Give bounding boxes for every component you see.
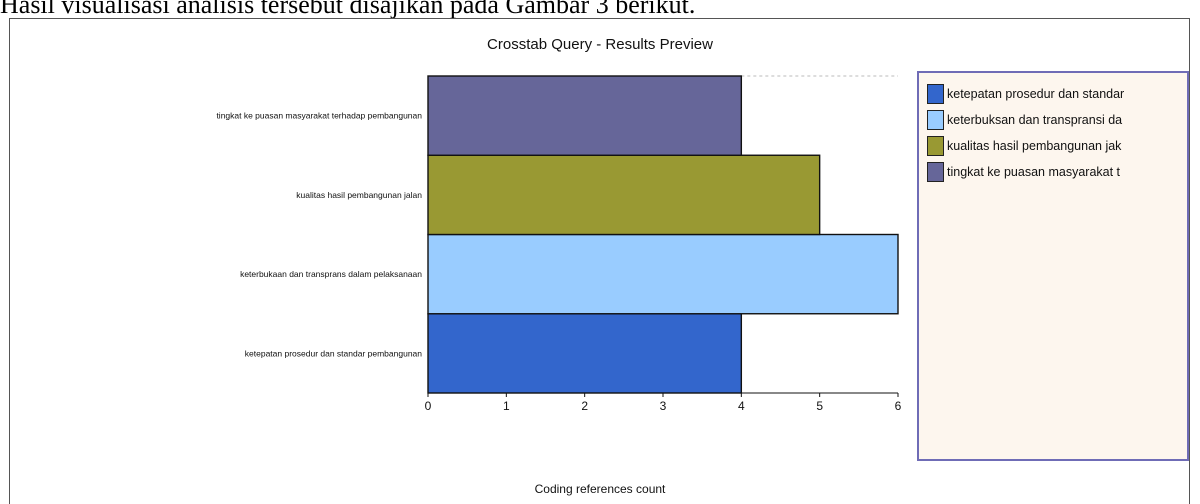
bar-2 — [427, 233, 899, 315]
legend-label-3: kualitas hasil pembangunan jak — [947, 139, 1122, 153]
legend-item-2: keterbuksan dan transpransi da — [927, 109, 1185, 131]
figure-caption: Hasil visualisasi analisis tersebut disa… — [0, 0, 696, 19]
x-tick-label-2: 2 — [581, 399, 588, 413]
y-tick-label-1: ketepatan prosedur dan standar pembangun… — [245, 348, 422, 358]
y-tick-label-4: tingkat ke puasan masyarakat terhadap pe… — [216, 111, 422, 121]
x-tick-label-0: 0 — [425, 399, 432, 413]
bar-3 — [427, 154, 821, 236]
legend-label-1: ketepatan prosedur dan standar — [947, 87, 1125, 101]
legend-item-4: tingkat ke puasan masyarakat t — [927, 161, 1185, 183]
legend-swatch-1 — [927, 84, 944, 104]
legend-item-1: ketepatan prosedur dan standar — [927, 83, 1185, 105]
x-tick-label-1: 1 — [503, 399, 510, 413]
y-tick-label-3: kualitas hasil pembangunan jalan — [296, 190, 422, 200]
x-tick-label-3: 3 — [660, 399, 667, 413]
legend-swatch-2 — [927, 110, 944, 130]
legend-swatch-3 — [927, 136, 944, 156]
legend-item-3: kualitas hasil pembangunan jak — [927, 135, 1185, 157]
chart-title: Crosstab Query - Results Preview — [487, 36, 713, 53]
x-tick-label-4: 4 — [738, 399, 745, 413]
x-axis-label: Coding references count — [535, 482, 666, 496]
bar-4 — [427, 75, 743, 156]
chart-legend: ketepatan prosedur dan standar keterbuksa… — [917, 71, 1189, 461]
x-tick-label-6: 6 — [895, 399, 902, 413]
legend-swatch-4 — [927, 162, 944, 182]
bar-1 — [427, 313, 743, 394]
legend-label-4: tingkat ke puasan masyarakat t — [947, 165, 1121, 179]
y-tick-label-2: keterbukaan dan transprans dalam pelaksa… — [240, 269, 422, 279]
x-tick-label-5: 5 — [816, 399, 823, 413]
legend-label-2: keterbuksan dan transpransi da — [947, 113, 1123, 127]
